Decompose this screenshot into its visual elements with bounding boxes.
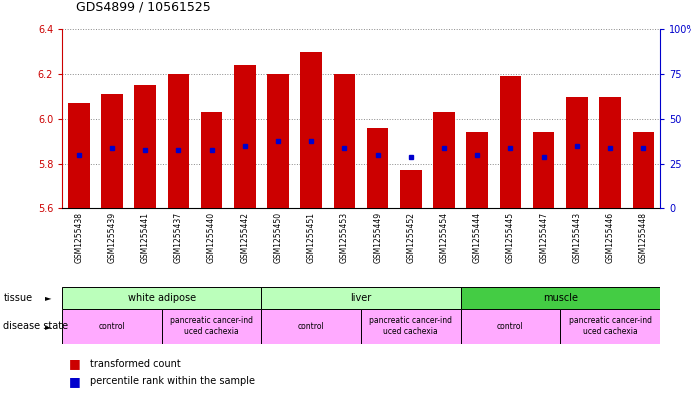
Text: control: control	[99, 322, 125, 331]
Bar	[234, 65, 256, 208]
Text: pancreatic cancer-ind
uced cachexia: pancreatic cancer-ind uced cachexia	[370, 316, 453, 336]
Bar	[599, 97, 621, 208]
Text: GSM1255445: GSM1255445	[506, 212, 515, 263]
Text: ■: ■	[69, 375, 81, 388]
Text: liver: liver	[350, 293, 372, 303]
Text: GSM1255438: GSM1255438	[75, 212, 84, 263]
Text: percentile rank within the sample: percentile rank within the sample	[90, 376, 255, 386]
Bar	[68, 103, 90, 208]
Text: GDS4899 / 10561525: GDS4899 / 10561525	[76, 1, 211, 14]
Bar	[533, 132, 554, 208]
Bar	[162, 309, 261, 344]
Text: white adipose: white adipose	[128, 293, 196, 303]
Text: ►: ►	[45, 322, 51, 331]
Bar	[62, 309, 162, 344]
Bar	[461, 309, 560, 344]
Bar	[400, 170, 422, 208]
Text: tissue: tissue	[3, 293, 32, 303]
Text: control: control	[497, 322, 524, 331]
Text: GSM1255453: GSM1255453	[340, 212, 349, 263]
Bar	[62, 287, 261, 309]
Text: pancreatic cancer-ind
uced cachexia: pancreatic cancer-ind uced cachexia	[170, 316, 253, 336]
Text: GSM1255439: GSM1255439	[108, 212, 117, 263]
Text: GSM1255450: GSM1255450	[274, 212, 283, 263]
Bar	[334, 74, 355, 208]
Text: pancreatic cancer-ind
uced cachexia: pancreatic cancer-ind uced cachexia	[569, 316, 652, 336]
Bar	[267, 74, 289, 208]
Text: GSM1255452: GSM1255452	[406, 212, 415, 263]
Text: ■: ■	[69, 357, 81, 370]
Text: disease state: disease state	[3, 321, 68, 331]
Text: GSM1255441: GSM1255441	[141, 212, 150, 263]
Bar	[201, 112, 223, 208]
Text: GSM1255443: GSM1255443	[572, 212, 581, 263]
Text: GSM1255440: GSM1255440	[207, 212, 216, 263]
Bar	[168, 74, 189, 208]
Text: transformed count: transformed count	[90, 358, 180, 369]
Text: GSM1255437: GSM1255437	[174, 212, 183, 263]
Bar	[361, 309, 461, 344]
Bar	[135, 85, 156, 208]
Text: GSM1255442: GSM1255442	[240, 212, 249, 263]
Text: control: control	[298, 322, 325, 331]
Bar	[367, 128, 388, 208]
Bar	[433, 112, 455, 208]
Bar	[566, 97, 587, 208]
Text: GSM1255447: GSM1255447	[539, 212, 548, 263]
Text: GSM1255449: GSM1255449	[373, 212, 382, 263]
Bar	[560, 309, 660, 344]
Bar	[466, 132, 488, 208]
Text: GSM1255448: GSM1255448	[638, 212, 647, 263]
Bar	[101, 94, 123, 208]
Bar	[261, 309, 361, 344]
Text: GSM1255451: GSM1255451	[307, 212, 316, 263]
Text: ►: ►	[45, 293, 51, 302]
Bar	[301, 52, 322, 208]
Bar	[461, 287, 660, 309]
Text: GSM1255446: GSM1255446	[605, 212, 614, 263]
Text: GSM1255454: GSM1255454	[439, 212, 448, 263]
Text: GSM1255444: GSM1255444	[473, 212, 482, 263]
Bar	[632, 132, 654, 208]
Bar	[261, 287, 461, 309]
Bar	[500, 76, 521, 208]
Text: muscle: muscle	[543, 293, 578, 303]
